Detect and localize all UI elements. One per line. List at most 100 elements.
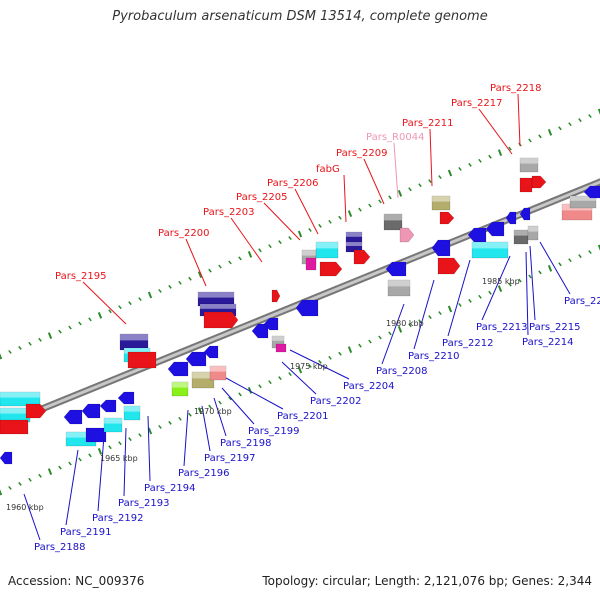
accession-label: Accession: NC_009376: [8, 574, 145, 588]
inner-scale-tick: [418, 319, 422, 324]
outer-scale-tick: [358, 207, 362, 212]
kbp-tick-label: 1985 kbp: [482, 277, 520, 286]
gene-block: [467, 227, 487, 243]
inner-scale-tick: [568, 258, 572, 263]
outer-scale-tick: [58, 329, 62, 334]
gene-block: [385, 261, 407, 277]
inner-scale-tick: [97, 447, 103, 455]
inner-scale-tick: [497, 285, 503, 293]
outer-scale-tick: [78, 321, 82, 326]
gene-label-above: Pars_R0044: [366, 132, 424, 143]
inner-scale-tick: [508, 282, 512, 287]
inner-scale-tick: [297, 366, 303, 374]
inner-scale-tick: [178, 416, 182, 421]
outer-scale-tick: [597, 108, 600, 115]
label-connector: [82, 281, 127, 325]
label-connector: [65, 449, 79, 526]
outer-scale-tick: [318, 223, 322, 228]
outer-scale-tick: [247, 250, 253, 258]
gene-block: [399, 227, 415, 243]
inner-scale-tick: [238, 392, 242, 397]
outer-scale-tick: [228, 260, 232, 265]
gene-block: [439, 211, 455, 225]
outer-scale-tick: [268, 244, 272, 249]
label-connector: [525, 251, 529, 336]
inner-scale-tick: [197, 407, 203, 415]
gene-label-below: Pars_2198: [220, 438, 271, 449]
label-connector: [517, 93, 521, 147]
inner-scale-tick: [8, 485, 12, 490]
gene-block: [387, 279, 411, 297]
outer-scale-tick: [168, 284, 172, 289]
outer-scale-tick: [497, 149, 503, 157]
label-connector: [213, 397, 227, 437]
label-connector: [281, 361, 317, 395]
gene-label-below: Pars_2194: [144, 483, 195, 494]
inner-scale-tick: [438, 311, 442, 316]
inner-scale-tick: [547, 264, 553, 272]
outer-scale-tick: [588, 114, 592, 119]
outer-scale-tick: [508, 146, 512, 151]
gene-label-below: Pars_2197: [204, 453, 255, 464]
gene-block: [171, 381, 189, 397]
outer-scale-tick: [238, 256, 242, 261]
inner-scale-tick: [428, 315, 432, 320]
inner-scale-tick: [488, 290, 492, 295]
gene-label-below: Pars_2213: [476, 322, 527, 333]
gene-label-below: Pars_2212: [442, 338, 493, 349]
inner-scale-tick: [588, 250, 592, 255]
gene-label-below: Pars_2196: [178, 468, 229, 479]
label-connector: [221, 387, 255, 425]
gene-block: [431, 239, 451, 257]
map-title: Pyrobaculum arsenaticum DSM 13514, compl…: [112, 9, 488, 24]
inner-scale-tick: [478, 294, 482, 299]
inner-scale-tick: [597, 244, 600, 251]
label-connector: [123, 427, 127, 497]
genome-stats-label: Topology: circular; Length: 2,121,076 bp…: [262, 574, 592, 588]
gene-label-below: Pars_2201: [277, 411, 328, 422]
inner-scale-tick: [518, 278, 522, 283]
gene-block: [513, 229, 529, 245]
outer-scale-tick: [218, 264, 222, 269]
outer-scale-tick: [178, 280, 182, 285]
outer-scale-tick: [308, 227, 312, 232]
label-connector: [225, 377, 284, 410]
inner-scale-tick: [408, 323, 412, 328]
kbp-tick-label: 1980 kbp: [386, 319, 424, 328]
kbp-tick-label: 1965 kbp: [100, 454, 138, 463]
inner-scale-tick: [147, 427, 153, 435]
label-connector: [263, 202, 301, 241]
gene-block: [319, 261, 343, 277]
label-connector: [343, 174, 347, 223]
inner-scale-tick: [458, 302, 462, 307]
gene-block: [203, 311, 239, 329]
inner-scale-tick: [318, 359, 322, 364]
inner-scale-tick: [188, 412, 192, 417]
label-connector: [393, 142, 399, 199]
inner-scale-tick: [328, 355, 332, 360]
gene-label-above: Pars_2200: [158, 228, 209, 239]
gene-label-above: Pars_2218: [490, 83, 541, 94]
label-connector: [413, 279, 435, 350]
label-connector: [23, 493, 41, 541]
gene-label-above: Pars_2206: [267, 178, 318, 189]
gene-block: [353, 249, 371, 265]
gene-block: [471, 241, 509, 259]
gene-block: [0, 451, 13, 465]
gene-block: [383, 213, 403, 231]
kbp-tick-label: 1970 kbp: [194, 407, 232, 416]
inner-scale-tick: [347, 346, 353, 354]
inner-scale-tick: [288, 372, 292, 377]
inner-scale-tick: [397, 325, 403, 333]
outer-scale-tick: [568, 122, 572, 127]
outer-scale-tick: [47, 332, 53, 340]
gene-block: [305, 257, 317, 271]
inner-scale-tick: [68, 461, 72, 466]
gene-block: [275, 343, 287, 353]
inner-scale-tick: [278, 376, 282, 381]
gene-block: [531, 175, 547, 189]
gene-label-below: Pars_2202: [310, 396, 361, 407]
outer-scale-tick: [288, 236, 292, 241]
gene-block: [25, 403, 47, 419]
